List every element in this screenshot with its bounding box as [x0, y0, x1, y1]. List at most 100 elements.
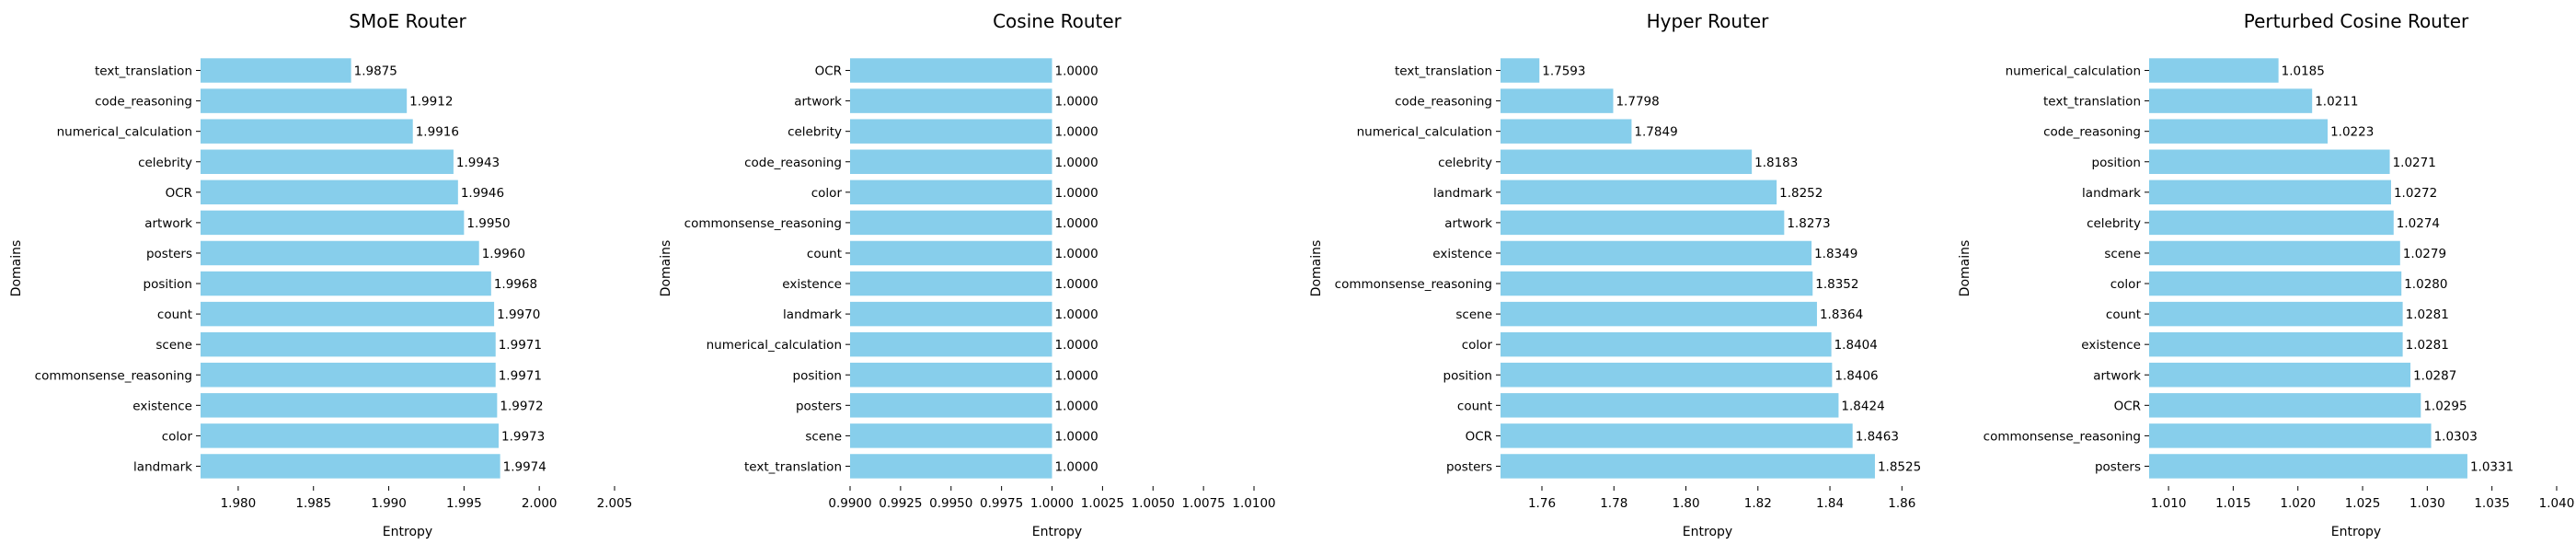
x-tick-label: 1.84 [1816, 496, 1844, 511]
data-label: 1.9972 [500, 399, 543, 413]
data-label: 1.0185 [2282, 64, 2325, 79]
bar [2149, 363, 2411, 388]
data-label: 1.0272 [2394, 186, 2437, 201]
data-label: 1.8183 [1754, 156, 1798, 170]
y-tick-label: posters [146, 247, 192, 261]
data-label: 1.0000 [1055, 95, 1098, 110]
bar [850, 363, 1052, 388]
y-tick-label: count [2106, 307, 2141, 322]
data-label: 1.9970 [497, 307, 540, 322]
bar [850, 454, 1052, 479]
y-tick-label: commonsense_reasoning [684, 216, 842, 231]
data-label: 1.0000 [1055, 216, 1098, 231]
data-label: 1.0281 [2406, 307, 2449, 322]
data-label: 1.9974 [503, 459, 546, 474]
x-tick-label: 1.82 [1744, 496, 1772, 511]
data-label: 1.8273 [1787, 216, 1830, 231]
bar [201, 363, 496, 388]
y-tick-label: scene [1455, 307, 1492, 322]
bar [201, 393, 498, 418]
y-tick-label: position [144, 277, 192, 292]
y-axis-label: Domains [1309, 240, 1324, 297]
y-tick-label: code_reasoning [2043, 125, 2141, 140]
bar [1501, 331, 1832, 357]
bar [1501, 119, 1632, 144]
data-label: 1.0331 [2470, 459, 2513, 474]
data-label: 1.8404 [1834, 338, 1878, 353]
y-axis-label: Domains [9, 240, 24, 297]
data-label: 1.8252 [1779, 186, 1823, 201]
bar [2149, 119, 2329, 144]
y-tick-label: posters [796, 399, 842, 413]
bar [2149, 423, 2432, 448]
y-tick-label: OCR [1466, 429, 1492, 444]
x-tick-label: 1.0050 [1132, 496, 1175, 511]
x-tick-label: 1.995 [446, 496, 482, 511]
y-tick-label: OCR [166, 186, 192, 201]
data-label: 1.0000 [1055, 307, 1098, 322]
chart-panel-1: SMoE Router text_translation 1.9875 code_re… [9, 10, 632, 539]
y-tick-label: position [2092, 156, 2141, 170]
bar [201, 149, 454, 174]
data-label: 1.9950 [466, 216, 510, 231]
bar [2149, 271, 2402, 296]
data-label: 1.9971 [499, 368, 542, 383]
y-tick-label: text_translation [1395, 64, 1492, 79]
data-label: 1.0281 [2406, 338, 2449, 353]
chart-panel-4: Perturbed Cosine Router numerical_calcula… [1958, 10, 2574, 539]
data-label: 1.0000 [1055, 459, 1098, 474]
bar [2149, 210, 2394, 236]
y-tick-label: text_translation [2043, 95, 2141, 110]
data-label: 1.0000 [1055, 277, 1098, 292]
y-tick-label: scene [155, 338, 192, 353]
x-tick-label: 1.020 [2280, 496, 2316, 511]
data-label: 1.0000 [1055, 64, 1098, 79]
bar [2149, 393, 2421, 418]
bar [850, 423, 1052, 448]
bar [1501, 180, 1777, 205]
y-tick-label: numerical_calculation [1357, 125, 1492, 140]
bar [201, 88, 408, 113]
bar [2149, 88, 2313, 113]
data-label: 1.0295 [2423, 399, 2467, 413]
bar [2149, 149, 2390, 174]
data-label: 1.9912 [409, 95, 453, 110]
data-label: 1.9968 [494, 277, 537, 292]
bar [201, 240, 479, 266]
bar [1501, 88, 1614, 113]
y-tick-label: position [1443, 368, 1492, 383]
x-tick-label: 1.80 [1672, 496, 1699, 511]
x-tick-label: 1.040 [2539, 496, 2575, 511]
x-tick-label: 2.000 [522, 496, 558, 511]
chart-panel-2: Cosine Router OCR 1.0000 artwork 1.0000 celeb… [659, 10, 1276, 539]
bar [850, 271, 1052, 296]
x-tick-label: 1.985 [295, 496, 331, 511]
y-tick-label: commonsense_reasoning [1984, 429, 2141, 444]
y-tick-label: landmark [783, 307, 842, 322]
bar [2149, 240, 2400, 266]
x-axis-label: Entropy [1683, 525, 1732, 539]
y-tick-label: color [162, 429, 193, 444]
bar [1501, 210, 1785, 236]
data-label: 1.7849 [1634, 125, 1677, 140]
x-axis-label: Entropy [383, 525, 432, 539]
bar [1501, 58, 1540, 83]
data-label: 1.7593 [1542, 64, 1585, 79]
bar [850, 393, 1052, 418]
y-tick-label: artwork [2093, 368, 2141, 383]
y-tick-label: color [811, 186, 843, 201]
data-label: 1.0000 [1055, 247, 1098, 261]
data-label: 1.0000 [1055, 399, 1098, 413]
y-axis-label: Domains [659, 240, 673, 297]
chart-title: Hyper Router [1647, 10, 1770, 32]
x-tick-label: 1.0075 [1182, 496, 1225, 511]
data-label: 1.8463 [1856, 429, 1899, 444]
x-tick-label: 1.990 [371, 496, 407, 511]
y-tick-label: existence [1432, 247, 1492, 261]
x-tick-label: 1.78 [1600, 496, 1627, 511]
x-tick-label: 0.9950 [929, 496, 972, 511]
data-label: 1.8349 [1814, 247, 1857, 261]
y-tick-label: text_translation [95, 64, 192, 79]
data-label: 1.0303 [2434, 429, 2478, 444]
